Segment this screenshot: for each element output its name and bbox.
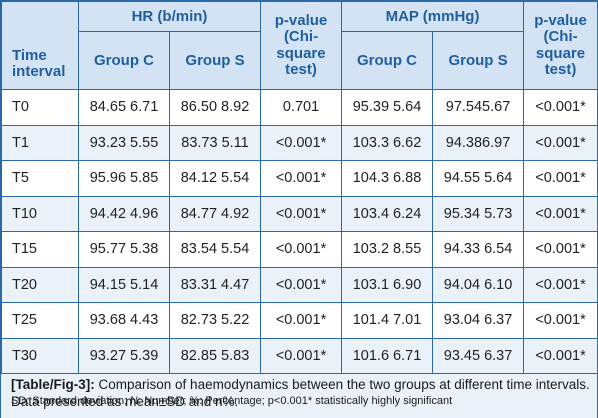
cell-hr-group-s: 86.50 8.92 [168, 89, 262, 126]
cell-time: T1 [1, 124, 79, 161]
cell-map-group-c: 103.1 6.90 [341, 266, 434, 303]
header-map: MAP (mmHg) [341, 1, 525, 32]
cell-hr-group-s: 83.73 5.11 [168, 124, 262, 161]
cell-hr-group-c: 93.23 5.55 [78, 124, 170, 161]
cell-p-value-hr: <0.001* [260, 160, 343, 197]
cell-p-value-map: <0.001* [523, 89, 598, 126]
header-map-group-c: Group C [341, 31, 434, 90]
cell-p-value-hr: <0.001* [260, 266, 343, 303]
cell-p-value-map: <0.001* [523, 160, 598, 197]
cell-p-value-hr: <0.001* [260, 337, 343, 374]
cell-time: T25 [1, 302, 79, 339]
table-row: T0 84.65 6.71 86.50 8.92 0.701 95.39 5.6… [1, 89, 598, 126]
cell-time: T20 [1, 266, 79, 303]
header-time-interval: Time interval [1, 1, 79, 90]
cell-map-group-c: 101.4 7.01 [341, 302, 434, 339]
cell-time: T15 [1, 231, 79, 268]
cell-p-value-hr: 0.701 [260, 89, 343, 126]
header-hr-group-c: Group C [78, 31, 170, 90]
table-row: T10 94.42 4.96 84.77 4.92 <0.001* 103.4 … [1, 195, 598, 232]
haemodynamics-table: Time interval HR (b/min) p-value (Chi-sq… [1, 1, 598, 374]
cell-hr-group-c: 84.65 6.71 [78, 89, 170, 126]
cell-map-group-s: 94.386.97 [432, 124, 525, 161]
caption-footnote: SD: Standard deviation; N: Number; %: Pe… [11, 395, 453, 407]
cell-hr-group-c: 93.68 4.43 [78, 302, 170, 339]
cell-map-group-c: 103.4 6.24 [341, 195, 434, 232]
cell-map-group-c: 103.3 6.62 [341, 124, 434, 161]
caption-label: [Table/Fig-3]: [11, 377, 95, 392]
cell-map-group-s: 97.545.67 [432, 89, 525, 126]
cell-map-group-c: 103.2 8.55 [341, 231, 434, 268]
caption-text-block: [Table/Fig-3]: Comparison of haemodynami… [11, 376, 591, 410]
header-hr: HR (b/min) [77, 1, 262, 32]
cell-map-group-s: 94.33 6.54 [432, 231, 525, 268]
table-row: T25 93.68 4.43 82.73 5.22 <0.001* 101.4 … [1, 302, 598, 339]
cell-p-value-map: <0.001* [523, 231, 598, 268]
cell-map-group-c: 95.39 5.64 [341, 89, 434, 126]
cell-p-value-hr: <0.001* [260, 195, 343, 232]
cell-hr-group-s: 83.54 5.54 [168, 231, 262, 268]
cell-hr-group-s: 82.73 5.22 [168, 302, 262, 339]
cell-map-group-c: 101.6 6.71 [341, 337, 434, 374]
header-p-value-hr: p-value (Chi-square test) [260, 1, 343, 90]
cell-time: T10 [1, 195, 79, 232]
cell-hr-group-s: 83.31 4.47 [168, 266, 262, 303]
cell-p-value-hr: <0.001* [260, 124, 343, 161]
cell-p-value-map: <0.001* [523, 302, 598, 339]
cell-hr-group-c: 94.42 4.96 [78, 195, 170, 232]
cell-hr-group-c: 93.27 5.39 [78, 337, 170, 374]
figure-caption: [Table/Fig-3]: Comparison of haemodynami… [1, 373, 597, 418]
cell-hr-group-c: 95.96 5.85 [78, 160, 170, 197]
cell-p-value-map: <0.001* [523, 124, 598, 161]
cell-time: T30 [1, 337, 79, 374]
cell-map-group-s: 93.04 6.37 [432, 302, 525, 339]
cell-map-group-c: 104.3 6.88 [341, 160, 434, 197]
table-row: T30 93.27 5.39 82.85 5.83 <0.001* 101.6 … [1, 337, 598, 374]
table-row: T1 93.23 5.55 83.73 5.11 <0.001* 103.3 6… [1, 124, 598, 161]
cell-p-value-map: <0.001* [523, 337, 598, 374]
header-map-group-s: Group S [432, 31, 525, 90]
cell-hr-group-c: 95.77 5.38 [78, 231, 170, 268]
cell-p-value-map: <0.001* [523, 266, 598, 303]
table-row: T20 94.15 5.14 83.31 4.47 <0.001* 103.1 … [1, 266, 598, 303]
cell-hr-group-s: 84.77 4.92 [168, 195, 262, 232]
cell-time: T5 [1, 160, 79, 197]
cell-map-group-s: 94.04 6.10 [432, 266, 525, 303]
header-hr-group-s: Group S [168, 31, 262, 90]
cell-hr-group-s: 84.12 5.54 [168, 160, 262, 197]
cell-map-group-s: 94.55 5.64 [432, 160, 525, 197]
caption-text: Comparison of haemodynamics between the … [11, 377, 590, 409]
header-p-value-map: p-value (Chi-square test) [523, 1, 598, 90]
cell-p-value-hr: <0.001* [260, 231, 343, 268]
cell-time: T0 [1, 89, 79, 126]
cell-hr-group-s: 82.85 5.83 [168, 337, 262, 374]
cell-p-value-map: <0.001* [523, 195, 598, 232]
cell-p-value-hr: <0.001* [260, 302, 343, 339]
cell-map-group-s: 95.34 5.73 [432, 195, 525, 232]
table-row: T5 95.96 5.85 84.12 5.54 <0.001* 104.3 6… [1, 160, 598, 197]
table-row: T15 95.77 5.38 83.54 5.54 <0.001* 103.2 … [1, 231, 598, 268]
cell-hr-group-c: 94.15 5.14 [78, 266, 170, 303]
cell-map-group-s: 93.45 6.37 [432, 337, 525, 374]
